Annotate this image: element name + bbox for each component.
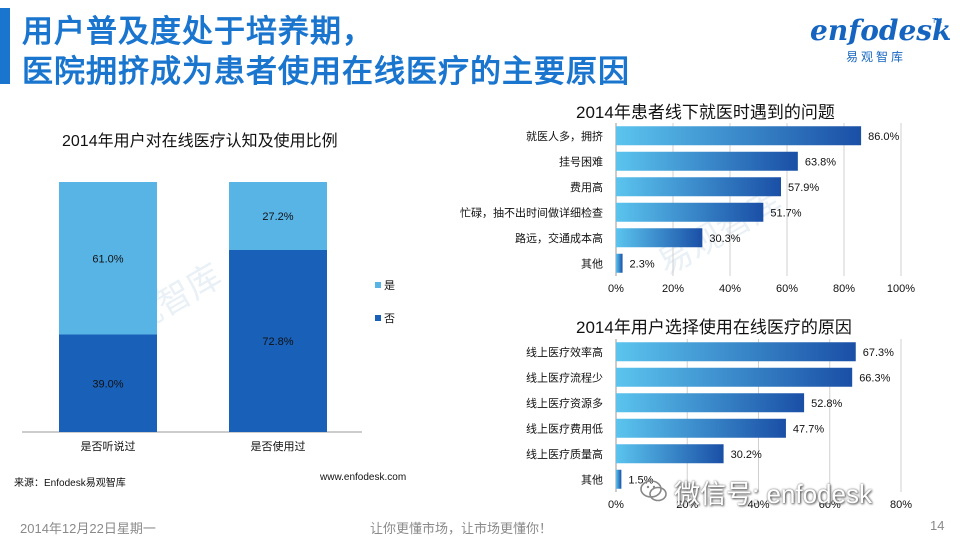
page-number: 14: [930, 518, 945, 533]
slide-title-line-1: 用户普及度处于培养期，: [22, 14, 374, 49]
website-link[interactable]: www.enfodesk.com: [320, 472, 407, 483]
x-tick-label: 60%: [776, 283, 798, 295]
enfodesk-logo: enfodesk TM 易观智库: [800, 14, 952, 68]
y-tick-label: 路远，交通成本高: [515, 231, 603, 245]
data-label: 86.0%: [868, 131, 899, 143]
problems-bar-chart: 0% 20% 40% 60% 80% 100% 86.0% 就医人多，拥挤 63.8% 挂号困难 5…: [460, 123, 915, 295]
data-label: 52.8%: [811, 398, 842, 410]
source-note: 来源：Enfodesk易观智库: [14, 478, 126, 489]
title-accent-bar: [0, 8, 10, 84]
y-tick-label: 线上医疗流程少: [526, 370, 603, 384]
x-tick-label: 20%: [662, 283, 684, 295]
bar: [616, 444, 724, 464]
bar: [616, 126, 862, 146]
bar: [616, 469, 622, 489]
wechat-overlay: 微信号: enfodesk: [640, 474, 940, 509]
data-label: 2.3%: [630, 258, 655, 270]
footer-date: 2014年12月22日星期一: [20, 521, 156, 536]
y-tick-label: 线上医疗费用低: [526, 421, 603, 435]
bar-segment: [59, 334, 157, 432]
y-tick-label: 线上医疗质量高: [526, 447, 603, 461]
bar: [616, 151, 798, 171]
data-label: 63.8%: [805, 156, 836, 168]
x-tick-label: 80%: [890, 499, 912, 511]
bar-segment: [229, 250, 327, 432]
bar: [616, 228, 703, 248]
y-tick-label: 就医人多，拥挤: [526, 129, 603, 143]
data-label: 61.0%: [92, 253, 123, 265]
bar: [616, 177, 782, 197]
bar: [616, 253, 623, 273]
x-tick-label: 是否使用过: [251, 440, 306, 453]
y-tick-label: 忙碌，抽不出时间做详细检查: [460, 205, 603, 219]
x-tick-label: 40%: [747, 499, 769, 511]
data-label: 72.8%: [262, 336, 293, 348]
stacked-chart-title: 2014年用户对在线医疗认知及使用比例: [62, 133, 338, 150]
x-tick-label: 60%: [819, 499, 841, 511]
bar: [616, 367, 853, 387]
wechat-icon: [640, 480, 667, 502]
data-label: 47.7%: [793, 423, 824, 435]
slide-title-line-2: 医院拥挤成为患者使用在线医疗的主要原因: [22, 54, 630, 89]
data-label: 66.3%: [859, 372, 890, 384]
y-tick-label: 挂号困难: [559, 154, 603, 168]
reasons-chart-title: 2014年用户选择使用在线医疗的原因: [576, 318, 852, 337]
data-label: 39.0%: [92, 378, 123, 390]
reasons-bar-chart: 0% 20% 40% 60% 80% 67.3% 线上医疗效率高 66.3% 线上医疗流程少 52…: [526, 339, 912, 511]
x-tick-label: 80%: [833, 283, 855, 295]
x-tick-label: 0%: [608, 499, 624, 511]
data-label: 51.7%: [770, 207, 801, 219]
data-label: 30.3%: [709, 233, 740, 245]
bar: [616, 342, 856, 362]
footer-slogan: 让你更懂市场，让市场更懂你！: [370, 521, 553, 536]
data-label: 67.3%: [863, 347, 894, 359]
data-label: 57.9%: [788, 182, 819, 194]
data-label: 27.2%: [262, 211, 293, 223]
bar-segment: [229, 182, 327, 250]
bar: [616, 202, 764, 222]
y-tick-label: 线上医疗效率高: [526, 345, 603, 359]
y-tick-label: 其他: [581, 257, 603, 270]
x-tick-label: 0%: [608, 283, 624, 295]
logo-wordmark: enfodesk: [810, 14, 952, 47]
y-tick-label: 费用高: [570, 180, 603, 194]
x-tick-label: 是否听说过: [81, 439, 136, 453]
bar: [616, 418, 786, 438]
logo-chinese-name: 易观智库: [846, 50, 907, 64]
logo-trademark: TM: [932, 18, 943, 25]
y-tick-label: 其他: [581, 473, 603, 486]
legend-label: 否: [384, 313, 395, 325]
x-tick-label: 100%: [887, 283, 915, 295]
x-tick-label: 20%: [676, 499, 698, 511]
bar-segment: [59, 182, 157, 335]
stacked-bar-chart: 39.0% 61.0% 是否听说过 72.8% 27.2% 是否使用过 是否: [22, 182, 395, 453]
x-tick-label: 40%: [719, 283, 741, 295]
bar: [616, 393, 805, 413]
legend-label: 是: [384, 279, 395, 292]
y-tick-label: 线上医疗资源多: [526, 396, 603, 410]
wechat-id-text: 微信号: enfodesk: [674, 479, 872, 509]
legend-swatch: [375, 282, 381, 288]
data-label: 1.5%: [628, 474, 653, 486]
data-label: 30.2%: [731, 449, 762, 461]
legend-swatch: [375, 315, 381, 321]
problems-chart-title: 2014年患者线下就医时遇到的问题: [576, 103, 835, 122]
